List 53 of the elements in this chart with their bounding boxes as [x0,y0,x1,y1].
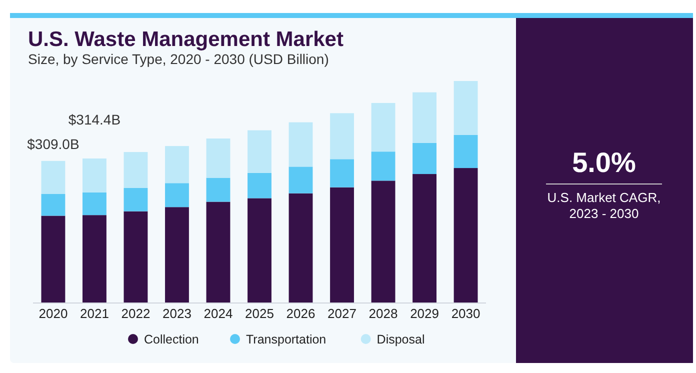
bar [248,172,272,198]
x-tick-label: 2026 [286,306,316,321]
bar [124,152,148,188]
bar [371,102,396,152]
x-tick-label: 2024 [204,306,233,321]
x-tick-label: 2030 [451,306,480,321]
bar [288,166,313,194]
bar [41,160,66,194]
bar [288,122,313,167]
x-tick-label: 2023 [162,306,192,321]
legend-label: Collection [144,332,199,346]
bar [165,183,189,208]
bar [248,198,272,303]
x-tick-label: 2025 [245,306,274,321]
chart-subtitle: Size, by Service Type, 2020 - 2030 (USD Billion) [28,51,329,67]
text: 5.0% [572,147,636,178]
bar [412,92,436,143]
bar [41,194,66,216]
bar [124,188,148,212]
bar [248,130,272,173]
x-tick-label: 2027 [328,306,356,321]
bar [330,187,354,303]
bar [82,192,106,216]
bar [82,158,106,192]
bar [124,211,148,303]
chart-title: U.S. Waste Management Market [28,28,344,51]
bar [454,81,478,135]
bar [371,180,396,303]
bar [41,216,66,303]
text: U.S. Market CAGR, 2023 - 2030 [547,190,661,221]
legend-label: Transportation [246,332,326,346]
bar [206,178,230,202]
x-tick-label: 2021 [80,306,109,321]
x-tick-label: 2020 [38,306,68,321]
bar [165,146,189,184]
bar [82,215,106,303]
bar [330,113,354,160]
legend-label: Disposal [376,332,425,346]
bar [454,134,478,168]
x-tick-label: 2028 [368,306,398,321]
bar [288,193,313,303]
bar [330,159,354,188]
x-tick-label: 2029 [410,306,439,321]
bar [165,207,189,303]
bar [454,168,478,303]
annotation: $309.0B [27,136,80,152]
bar [371,152,396,181]
bar [412,174,436,303]
bar [206,138,230,178]
bar [206,202,230,303]
annotation: $314.4B [68,111,121,128]
x-tick-label: 2022 [121,306,150,321]
bar [412,142,436,174]
